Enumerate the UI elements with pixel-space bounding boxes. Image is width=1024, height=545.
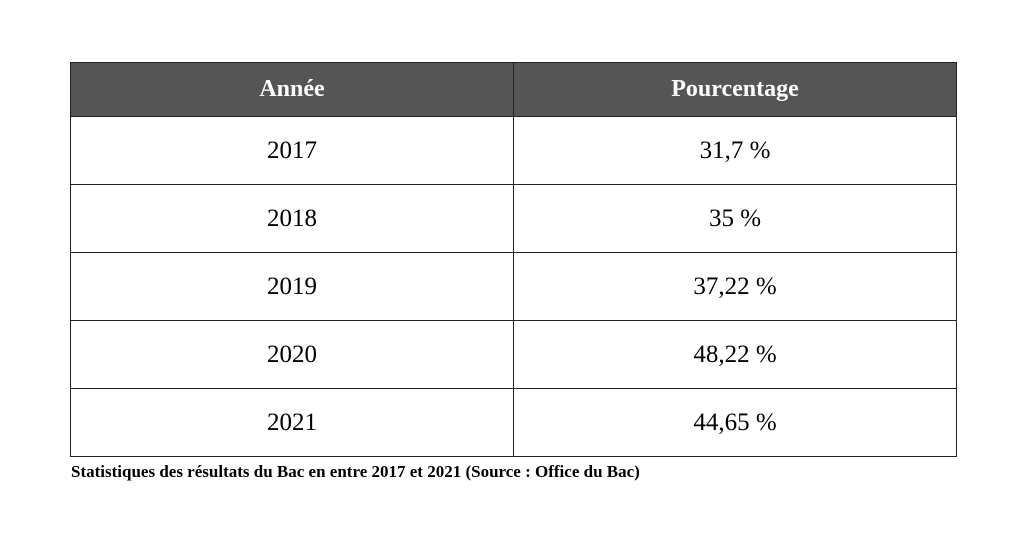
cell-pourcentage: 48,22 % [513, 320, 957, 389]
table-body: 2017 31,7 % 2018 35 % 2019 37,22 % 2020 … [70, 116, 957, 457]
cell-annee: 2020 [70, 320, 514, 389]
table-caption: Statistiques des résultats du Bac en ent… [71, 462, 640, 481]
cell-pourcentage: 31,7 % [513, 116, 957, 185]
cell-pourcentage: 35 % [513, 184, 957, 253]
cell-annee: 2017 [70, 116, 514, 185]
results-table-container: Année Pourcentage 2017 31,7 % 2018 35 % … [70, 62, 957, 457]
table-row: 2021 44,65 % [70, 388, 957, 457]
header-pourcentage: Pourcentage [513, 62, 957, 117]
cell-pourcentage: 44,65 % [513, 388, 957, 457]
table-header: Année Pourcentage [70, 62, 957, 117]
cell-annee: 2021 [70, 388, 514, 457]
header-row: Année Pourcentage [70, 62, 957, 117]
cell-pourcentage: 37,22 % [513, 252, 957, 321]
header-annee: Année [70, 62, 514, 117]
cell-annee: 2018 [70, 184, 514, 253]
table-row: 2018 35 % [70, 184, 957, 253]
table-row: 2020 48,22 % [70, 320, 957, 389]
cell-annee: 2019 [70, 252, 514, 321]
table-row: 2019 37,22 % [70, 252, 957, 321]
results-table: Année Pourcentage 2017 31,7 % 2018 35 % … [70, 62, 957, 457]
table-row: 2017 31,7 % [70, 116, 957, 185]
